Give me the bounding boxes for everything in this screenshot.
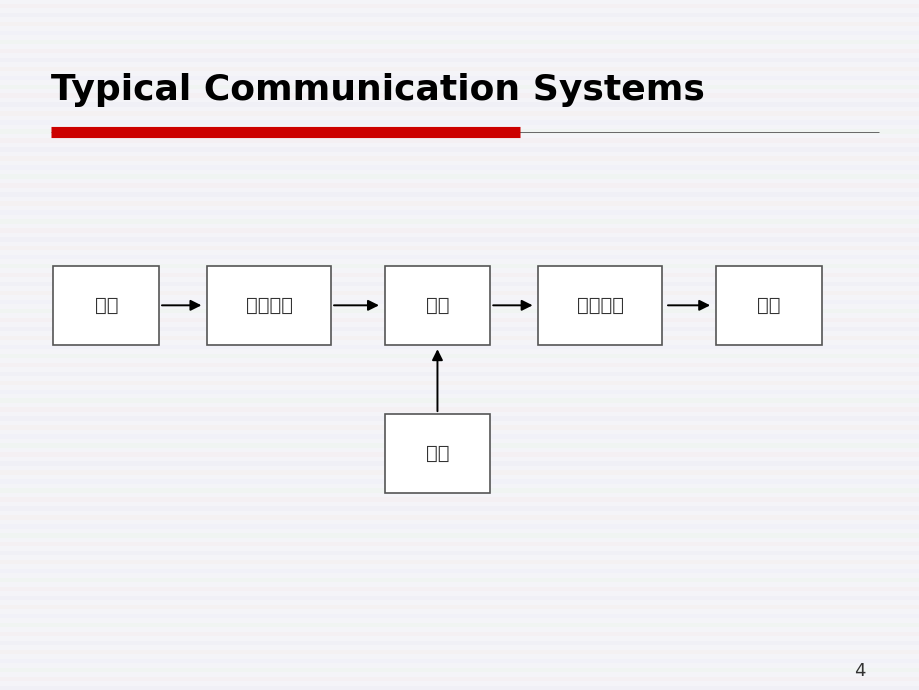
Bar — [0, 300, 919, 304]
Bar — [0, 175, 919, 179]
Bar — [0, 3, 919, 8]
Bar — [0, 389, 919, 394]
Bar — [0, 489, 919, 493]
Bar — [0, 632, 919, 636]
Bar — [0, 407, 919, 412]
Bar — [0, 156, 919, 161]
Bar — [0, 40, 919, 44]
Bar — [0, 193, 919, 197]
Bar — [0, 219, 919, 224]
Bar — [0, 461, 919, 466]
Bar — [0, 246, 919, 250]
Bar — [0, 569, 919, 573]
Text: Typical Communication Systems: Typical Communication Systems — [51, 73, 704, 107]
Bar — [0, 380, 919, 385]
Bar — [0, 614, 919, 618]
Bar — [0, 291, 919, 295]
Bar — [538, 266, 662, 345]
Text: 信宿: 信宿 — [756, 296, 779, 315]
Bar — [0, 399, 919, 403]
Text: 4: 4 — [854, 662, 865, 680]
Bar — [0, 542, 919, 546]
Bar — [0, 506, 919, 511]
Bar — [0, 515, 919, 520]
Text: 接收设备: 接收设备 — [576, 296, 623, 315]
Bar — [0, 264, 919, 268]
Bar — [0, 112, 919, 116]
Bar — [384, 414, 490, 493]
Bar — [0, 417, 919, 421]
Bar — [0, 560, 919, 564]
Bar — [0, 67, 919, 71]
Bar — [0, 533, 919, 538]
Bar — [0, 668, 919, 672]
Bar — [0, 524, 919, 529]
Bar — [0, 353, 919, 358]
Bar — [0, 12, 919, 17]
Bar — [0, 479, 919, 484]
Bar — [0, 622, 919, 627]
Bar — [0, 686, 919, 690]
Bar — [0, 471, 919, 475]
Bar — [0, 676, 919, 681]
Bar — [53, 266, 159, 345]
Bar — [0, 336, 919, 340]
Bar — [0, 327, 919, 331]
Bar — [0, 425, 919, 430]
Bar — [0, 497, 919, 502]
Bar — [0, 237, 919, 242]
Bar — [384, 266, 490, 345]
Bar — [0, 604, 919, 609]
Bar — [0, 228, 919, 233]
Bar — [0, 435, 919, 439]
Bar — [0, 184, 919, 188]
Bar — [0, 130, 919, 134]
Bar — [0, 578, 919, 582]
Bar — [0, 586, 919, 591]
Bar — [0, 103, 919, 107]
Bar — [0, 443, 919, 448]
Bar — [0, 282, 919, 286]
Bar — [0, 210, 919, 215]
Bar — [0, 640, 919, 645]
Bar — [0, 255, 919, 259]
Bar — [0, 363, 919, 367]
Bar — [0, 75, 919, 80]
Bar — [715, 266, 821, 345]
Bar — [0, 273, 919, 277]
Text: 噪声: 噪声 — [425, 444, 448, 463]
Bar — [0, 148, 919, 152]
Bar — [0, 48, 919, 53]
Bar — [0, 595, 919, 600]
Bar — [0, 58, 919, 62]
Bar — [0, 371, 919, 376]
Bar — [0, 21, 919, 26]
Bar — [0, 309, 919, 313]
Bar — [0, 650, 919, 654]
Bar — [0, 201, 919, 206]
Bar — [0, 93, 919, 98]
Bar — [0, 551, 919, 555]
Bar — [0, 165, 919, 170]
Bar — [0, 658, 919, 663]
Bar — [0, 453, 919, 457]
Text: 信源: 信源 — [95, 296, 118, 315]
Bar — [0, 31, 919, 35]
Bar — [0, 138, 919, 143]
Bar — [0, 317, 919, 322]
Bar — [0, 345, 919, 349]
Bar — [0, 84, 919, 89]
Text: 信道: 信道 — [425, 296, 448, 315]
Bar — [207, 266, 331, 345]
Bar — [0, 120, 919, 125]
Text: 发送设备: 发送设备 — [245, 296, 292, 315]
